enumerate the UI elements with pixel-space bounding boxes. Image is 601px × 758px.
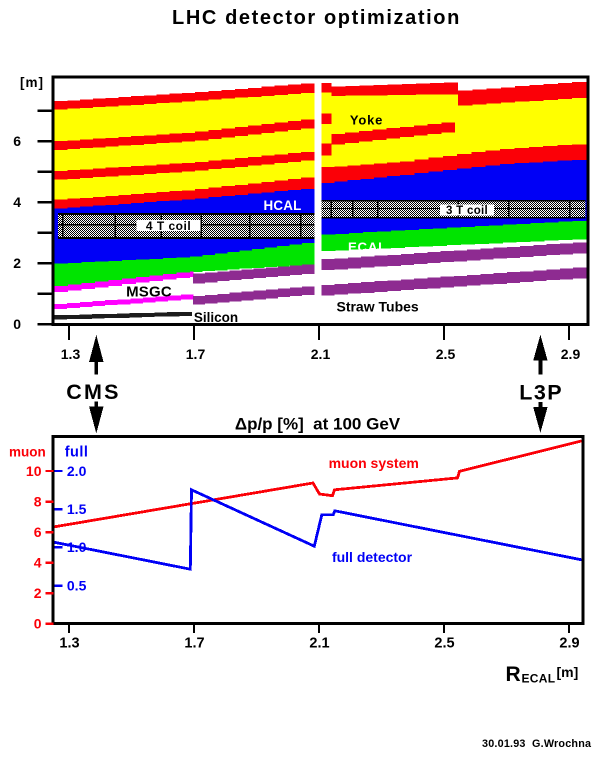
svg-text:ECAL: ECAL <box>522 672 556 686</box>
svg-text:[m]: [m] <box>20 75 44 90</box>
svg-text:muon: muon <box>9 445 46 460</box>
svg-text:Yoke: Yoke <box>350 113 383 128</box>
svg-text:muon system: muon system <box>329 455 419 471</box>
svg-text:3 T coil: 3 T coil <box>446 205 488 217</box>
svg-text:full detector: full detector <box>332 549 413 565</box>
svg-text:CMS: CMS <box>66 380 120 404</box>
svg-text:Silicon: Silicon <box>194 310 238 325</box>
svg-text:6: 6 <box>13 133 21 149</box>
svg-text:0.5: 0.5 <box>67 577 87 593</box>
svg-text:4 T coil: 4 T coil <box>146 219 191 233</box>
svg-text:ECAL: ECAL <box>348 239 387 254</box>
svg-text:4: 4 <box>34 555 42 571</box>
svg-text:HCAL: HCAL <box>264 198 302 213</box>
svg-text:0: 0 <box>13 316 21 332</box>
svg-text:1.3: 1.3 <box>59 635 79 651</box>
svg-text:2: 2 <box>34 585 42 601</box>
svg-text:full: full <box>65 444 89 460</box>
svg-text:[m]: [m] <box>557 664 579 680</box>
svg-text:2.5: 2.5 <box>436 346 456 362</box>
svg-text:4: 4 <box>13 194 21 210</box>
svg-text:1.3: 1.3 <box>61 346 81 362</box>
svg-text:1.7: 1.7 <box>186 346 206 362</box>
svg-text:2.0: 2.0 <box>67 463 87 479</box>
svg-text:1.5: 1.5 <box>67 501 87 517</box>
svg-text:2: 2 <box>13 255 21 271</box>
svg-text:Δp/p [%] at 100 GeV: Δp/p [%] at 100 GeV <box>235 415 401 434</box>
svg-text:6: 6 <box>34 524 42 540</box>
svg-text:2.9: 2.9 <box>559 635 579 651</box>
svg-text:8: 8 <box>34 493 42 509</box>
svg-text:2.1: 2.1 <box>311 346 331 362</box>
svg-text:MSGC: MSGC <box>126 284 172 301</box>
svg-text:L3P: L3P <box>519 381 563 405</box>
svg-text:2.1: 2.1 <box>309 635 329 651</box>
svg-text:30.01.93 G.Wrochna: 30.01.93 G.Wrochna <box>482 738 592 750</box>
svg-text:Straw Tubes: Straw Tubes <box>336 299 418 315</box>
svg-text:2.9: 2.9 <box>561 346 581 362</box>
svg-text:1.7: 1.7 <box>184 635 204 651</box>
svg-text:0: 0 <box>34 616 42 632</box>
svg-text:R: R <box>506 663 521 686</box>
svg-text:10: 10 <box>26 463 42 479</box>
svg-text:2.5: 2.5 <box>434 635 454 651</box>
